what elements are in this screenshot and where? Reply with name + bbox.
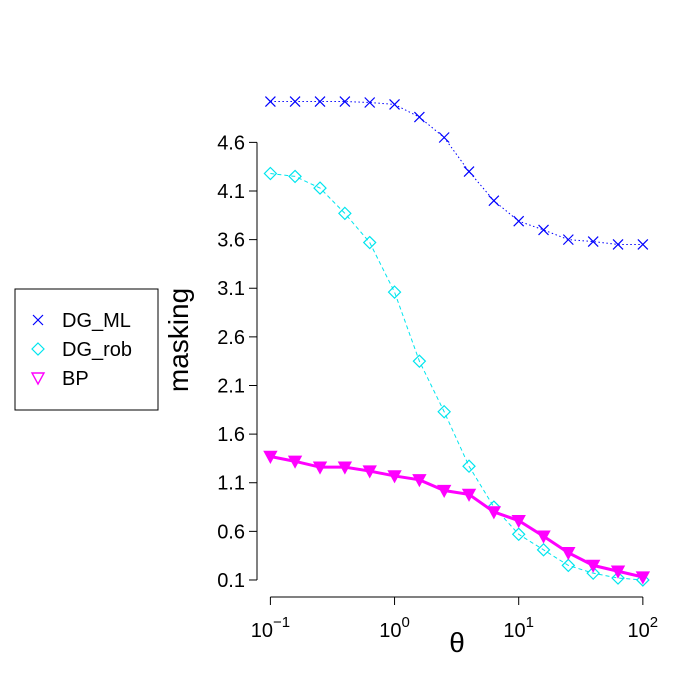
x-tick-base: 10 — [379, 620, 401, 642]
y-axis-label: masking — [163, 288, 194, 392]
marker — [536, 542, 551, 557]
marker — [511, 514, 526, 529]
x-tick-exponent: 0 — [402, 614, 410, 631]
marker — [538, 224, 549, 236]
marker — [263, 166, 278, 181]
y-tick-label: 4.6 — [217, 132, 245, 154]
marker — [412, 354, 427, 369]
series-line — [270, 455, 644, 579]
marker — [337, 461, 353, 475]
marker — [486, 506, 502, 520]
marker — [561, 558, 576, 573]
marker — [536, 530, 551, 544]
x-axis-label: θ — [449, 627, 465, 658]
marker — [264, 96, 276, 107]
series-line — [270, 172, 643, 581]
marker — [463, 166, 475, 177]
marker — [287, 455, 303, 469]
legend-box — [14, 288, 159, 411]
marker — [438, 132, 450, 143]
marker — [263, 450, 278, 464]
marker — [387, 285, 402, 299]
marker — [339, 96, 351, 107]
marker — [30, 372, 46, 386]
x-tick-base: 10 — [628, 620, 650, 642]
x-tick-label: 100 — [379, 614, 410, 642]
marker — [636, 573, 650, 587]
marker — [461, 488, 477, 502]
marker — [612, 239, 624, 250]
x-tick-label: 10−1 — [251, 614, 290, 642]
marker — [412, 474, 427, 488]
y-tick-label: 0.6 — [217, 521, 245, 543]
marker — [313, 181, 327, 195]
y-tick-label: 2.6 — [217, 327, 245, 349]
marker — [413, 111, 425, 123]
y-tick-label: 4.1 — [217, 181, 245, 203]
marker — [312, 461, 328, 475]
marker — [32, 314, 44, 326]
legend-label: DG_rob — [62, 339, 132, 361]
marker — [364, 97, 376, 108]
x-tick-exponent: −1 — [273, 614, 290, 631]
y-tick-label: 1.1 — [217, 473, 245, 495]
marker — [611, 571, 625, 585]
y-tick-label: 2.1 — [217, 375, 245, 397]
marker — [338, 206, 352, 221]
y-tick-label: 3.1 — [217, 278, 245, 300]
marker — [437, 404, 452, 419]
x-tick-exponent: 1 — [526, 614, 534, 631]
x-tick-base: 10 — [503, 620, 525, 642]
x-tick-exponent: 2 — [650, 614, 658, 631]
marker — [587, 236, 599, 247]
marker — [314, 96, 326, 107]
marker — [586, 566, 601, 581]
marker — [362, 465, 377, 479]
x-tick-base: 10 — [251, 620, 273, 642]
marker — [436, 484, 452, 498]
y-tick-label: 1.6 — [217, 424, 245, 446]
marker — [387, 470, 402, 484]
x-tick-label: 102 — [628, 614, 659, 642]
legend-label: BP — [62, 368, 89, 390]
marker — [610, 565, 626, 579]
x-tick-label: 101 — [503, 614, 534, 642]
marker — [637, 239, 649, 250]
marker — [462, 459, 476, 474]
marker — [31, 342, 45, 356]
marker — [513, 215, 525, 227]
marker — [511, 527, 526, 542]
marker — [562, 234, 574, 246]
marker — [362, 235, 377, 250]
marker — [389, 99, 400, 110]
marker — [585, 559, 601, 573]
marker — [635, 571, 651, 585]
y-tick-label: 0.1 — [217, 570, 245, 592]
legend-label: DG_ML — [62, 310, 131, 332]
marker — [488, 195, 500, 207]
marker — [561, 547, 576, 561]
y-tick-label: 3.6 — [217, 230, 245, 252]
series-line — [270, 101, 643, 245]
marker — [288, 169, 302, 184]
marker — [289, 96, 301, 107]
